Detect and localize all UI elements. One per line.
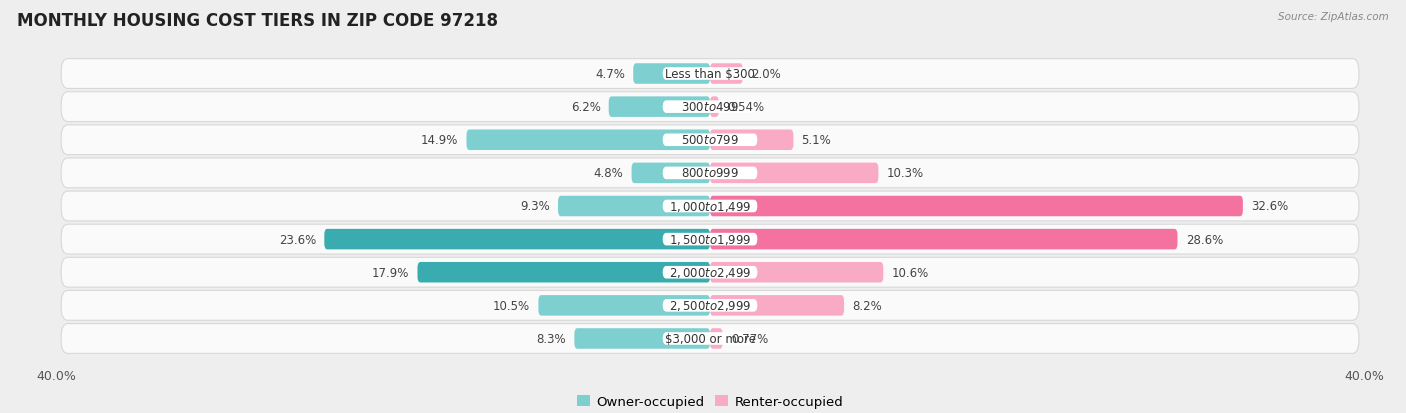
Text: 2.0%: 2.0% [751,68,780,81]
Text: Less than $300: Less than $300 [665,68,755,81]
Text: $1,500 to $1,999: $1,500 to $1,999 [669,233,751,247]
FancyBboxPatch shape [609,97,710,118]
FancyBboxPatch shape [710,130,793,151]
Text: 6.2%: 6.2% [571,101,600,114]
Text: 8.2%: 8.2% [852,299,882,312]
FancyBboxPatch shape [662,299,758,312]
Text: $500 to $799: $500 to $799 [681,134,740,147]
Text: MONTHLY HOUSING COST TIERS IN ZIP CODE 97218: MONTHLY HOUSING COST TIERS IN ZIP CODE 9… [17,12,498,30]
FancyBboxPatch shape [662,200,758,213]
Text: Source: ZipAtlas.com: Source: ZipAtlas.com [1278,12,1389,22]
FancyBboxPatch shape [662,266,758,279]
FancyBboxPatch shape [662,167,758,180]
FancyBboxPatch shape [538,295,710,316]
Text: $1,000 to $1,499: $1,000 to $1,499 [669,199,751,214]
Text: 0.77%: 0.77% [731,332,768,345]
Text: 9.3%: 9.3% [520,200,550,213]
Text: 10.5%: 10.5% [494,299,530,312]
FancyBboxPatch shape [60,159,1360,188]
FancyBboxPatch shape [60,225,1360,254]
FancyBboxPatch shape [60,126,1360,155]
FancyBboxPatch shape [60,324,1360,354]
Text: $3,000 or more: $3,000 or more [665,332,755,345]
Text: $300 to $499: $300 to $499 [681,101,740,114]
FancyBboxPatch shape [662,332,758,345]
FancyBboxPatch shape [418,262,710,283]
FancyBboxPatch shape [710,163,879,184]
Text: $2,000 to $2,499: $2,000 to $2,499 [669,266,751,280]
Text: 0.54%: 0.54% [727,101,763,114]
FancyBboxPatch shape [325,229,710,250]
Text: 23.6%: 23.6% [278,233,316,246]
Text: 4.7%: 4.7% [595,68,626,81]
FancyBboxPatch shape [710,262,883,283]
FancyBboxPatch shape [662,68,758,81]
Text: 32.6%: 32.6% [1251,200,1288,213]
FancyBboxPatch shape [710,64,742,85]
FancyBboxPatch shape [575,328,710,349]
FancyBboxPatch shape [662,134,758,147]
FancyBboxPatch shape [710,229,1177,250]
FancyBboxPatch shape [710,196,1243,217]
FancyBboxPatch shape [60,93,1360,122]
Text: 14.9%: 14.9% [420,134,458,147]
FancyBboxPatch shape [662,101,758,114]
FancyBboxPatch shape [60,192,1360,221]
Text: 4.8%: 4.8% [593,167,623,180]
FancyBboxPatch shape [467,130,710,151]
FancyBboxPatch shape [710,328,723,349]
Text: 28.6%: 28.6% [1185,233,1223,246]
FancyBboxPatch shape [558,196,710,217]
FancyBboxPatch shape [710,295,844,316]
FancyBboxPatch shape [631,163,710,184]
FancyBboxPatch shape [60,59,1360,89]
Text: 10.3%: 10.3% [887,167,924,180]
Text: 17.9%: 17.9% [373,266,409,279]
FancyBboxPatch shape [710,97,718,118]
Text: 8.3%: 8.3% [537,332,567,345]
Text: 10.6%: 10.6% [891,266,929,279]
Legend: Owner-occupied, Renter-occupied: Owner-occupied, Renter-occupied [571,390,849,413]
FancyBboxPatch shape [633,64,710,85]
FancyBboxPatch shape [662,233,758,246]
FancyBboxPatch shape [60,291,1360,320]
Text: $800 to $999: $800 to $999 [681,167,740,180]
Text: $2,500 to $2,999: $2,500 to $2,999 [669,299,751,313]
Text: 5.1%: 5.1% [801,134,831,147]
FancyBboxPatch shape [60,258,1360,287]
